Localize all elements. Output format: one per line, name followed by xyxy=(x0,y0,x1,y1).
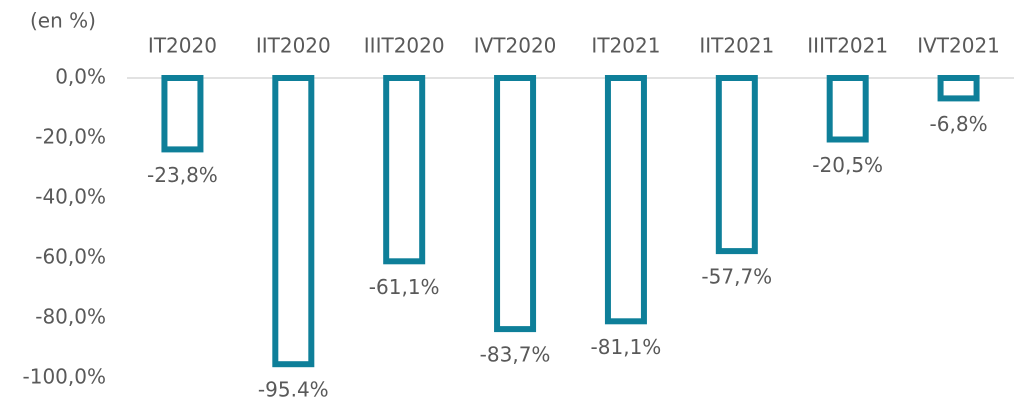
bar xyxy=(715,75,758,255)
bar xyxy=(272,75,315,368)
value-label: -81,1% xyxy=(591,335,662,359)
bar xyxy=(604,75,647,325)
x-tick-label: IT2020 xyxy=(148,34,217,58)
value-label: -20,5% xyxy=(812,153,883,177)
y-tick-label: -100,0% xyxy=(23,365,106,389)
y-tick-label: -40,0% xyxy=(35,185,106,209)
bar xyxy=(937,75,980,102)
value-label: -6,8% xyxy=(930,112,988,136)
bar xyxy=(826,75,869,143)
y-tick-label: -20,0% xyxy=(35,125,106,149)
value-label: -57,7% xyxy=(701,265,772,289)
x-tick-label: IIT2021 xyxy=(699,34,774,58)
x-tick-label: IVT2021 xyxy=(917,34,1000,58)
y-tick-label: 0,0% xyxy=(55,65,106,89)
x-tick-label: IVT2020 xyxy=(474,34,557,58)
y-tick-label: -60,0% xyxy=(35,245,106,269)
y-axis-label: (en %) xyxy=(30,9,96,33)
bar xyxy=(161,75,204,153)
bar xyxy=(494,75,537,333)
x-tick-label: IIT2020 xyxy=(256,34,331,58)
value-label: -95.4% xyxy=(258,378,329,400)
value-label: -83,7% xyxy=(480,343,551,367)
bar xyxy=(383,75,426,265)
x-tick-label: IT2021 xyxy=(591,34,660,58)
value-label: -23,8% xyxy=(147,163,218,187)
x-tick-label: IIIT2020 xyxy=(364,34,445,58)
y-tick-label: -80,0% xyxy=(35,305,106,329)
value-label: -61,1% xyxy=(369,275,440,299)
x-tick-label: IIIT2021 xyxy=(807,34,888,58)
